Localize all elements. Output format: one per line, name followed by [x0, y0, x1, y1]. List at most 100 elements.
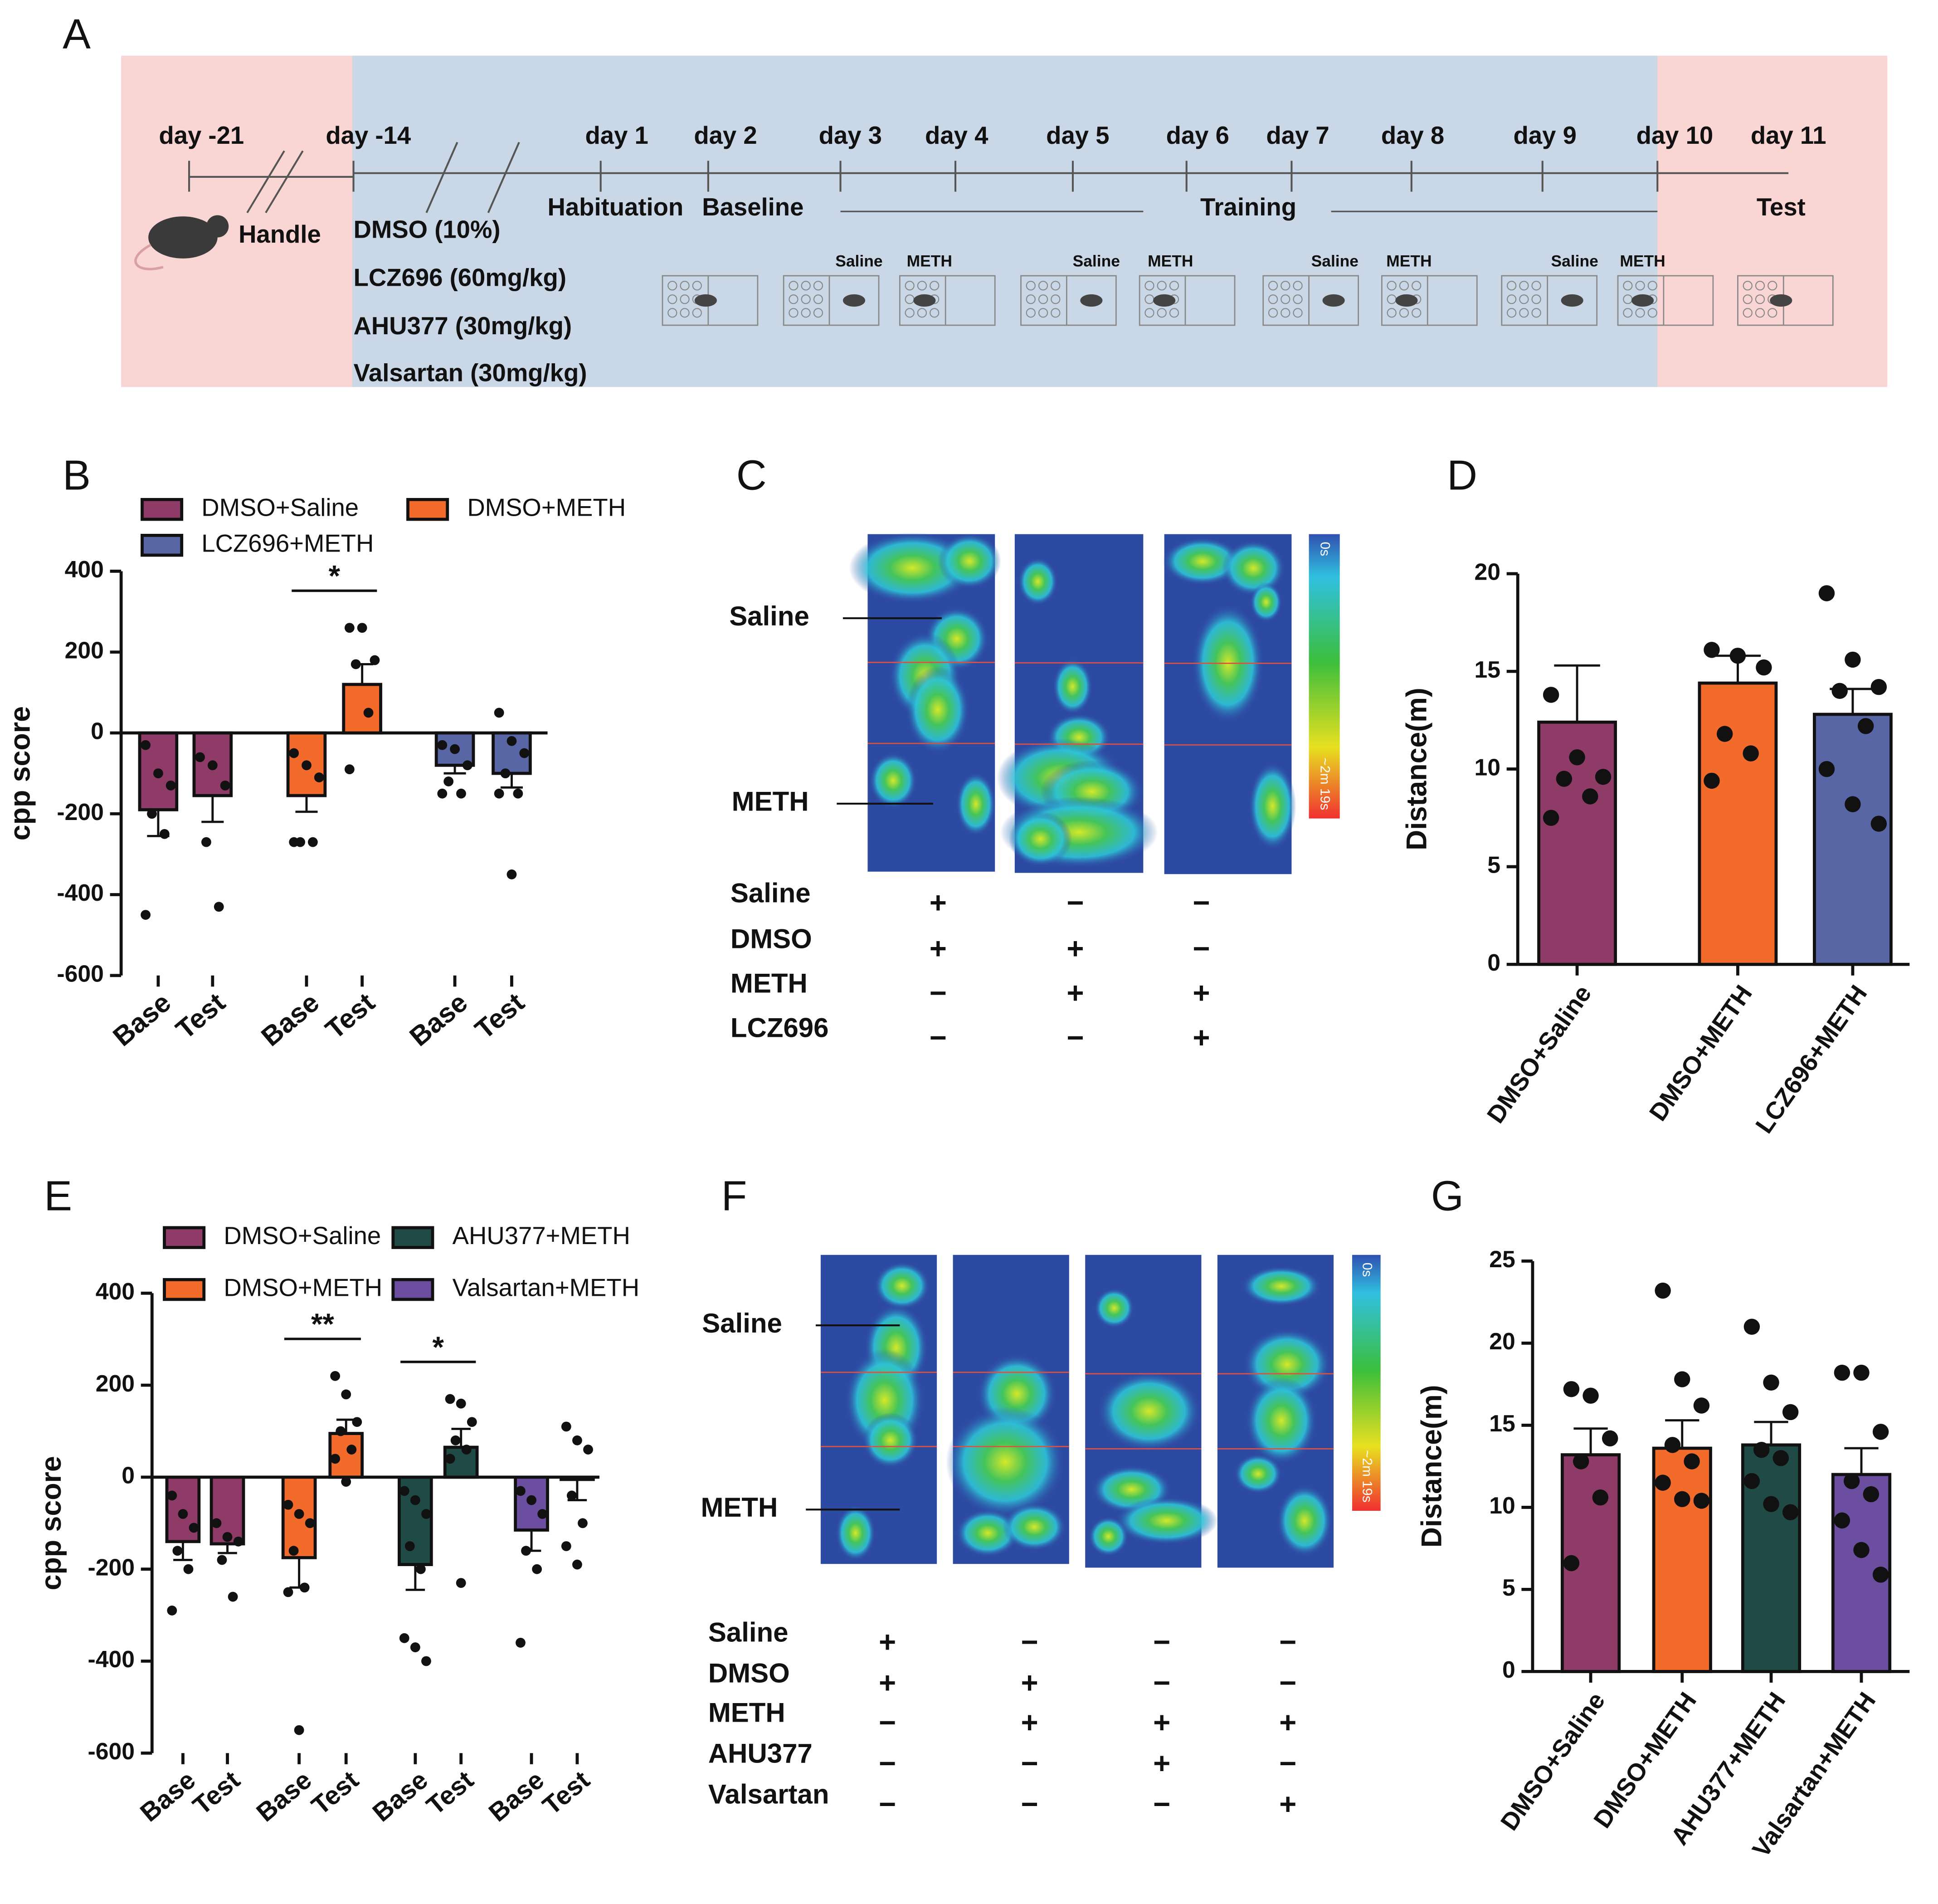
data-point	[294, 1509, 304, 1519]
data-point	[1674, 1371, 1690, 1387]
y-tick-label: -600	[88, 1738, 135, 1764]
panel-label: F	[721, 1172, 747, 1220]
phase-label: Test	[1757, 193, 1806, 221]
condition-sign: +	[1193, 976, 1210, 1010]
heat-blob	[946, 1406, 1065, 1518]
data-point	[500, 768, 511, 779]
condition-sign: −	[1153, 1626, 1170, 1659]
heat-blob	[1276, 1485, 1333, 1557]
mouse-icon	[694, 294, 717, 307]
condition-sign: +	[930, 932, 947, 965]
break-mark	[246, 150, 285, 214]
data-point	[166, 780, 176, 791]
cage-hole	[1623, 308, 1633, 318]
y-axis-label: cpp score	[35, 1456, 67, 1590]
heat-blob	[938, 533, 1001, 589]
cage-hole	[1026, 308, 1036, 318]
condition-sign: −	[1279, 1626, 1296, 1659]
data-point	[289, 837, 299, 847]
condition-name: METH	[708, 1698, 785, 1728]
data-point	[532, 1564, 542, 1574]
colorbar-label: 0s	[1359, 1263, 1374, 1277]
data-point	[467, 1417, 477, 1427]
handle-label: Handle	[239, 220, 321, 248]
data-point	[421, 1509, 431, 1519]
heat-blob	[1248, 762, 1296, 850]
data-point	[1756, 659, 1772, 676]
cage	[1262, 275, 1359, 326]
condition-sign: +	[879, 1626, 896, 1659]
bar	[342, 683, 382, 735]
y-tick-label: 5	[1487, 852, 1500, 878]
data-point	[450, 1435, 461, 1445]
cage-hole	[1519, 294, 1529, 304]
condition-sign: +	[879, 1666, 896, 1699]
cage-hole	[1169, 308, 1179, 318]
mouse-icon	[1322, 294, 1345, 307]
data-point	[519, 748, 530, 758]
data-point	[233, 1536, 243, 1547]
cage-hole	[1506, 281, 1517, 291]
y-tick-label: -400	[57, 879, 104, 906]
condition-sign: +	[1153, 1706, 1170, 1739]
data-point	[1573, 1453, 1589, 1469]
data-point	[344, 623, 355, 633]
cage-hole	[1531, 281, 1541, 291]
y-tick-label: -200	[88, 1554, 135, 1580]
y-tick-label: 400	[65, 556, 104, 582]
data-point	[1674, 1491, 1690, 1508]
data-point	[167, 1490, 177, 1501]
data-point	[1569, 749, 1585, 766]
x-tick-label: Test	[306, 1765, 364, 1821]
cage-hole	[1038, 308, 1048, 318]
data-point	[1782, 1504, 1799, 1520]
condition-sign: −	[930, 976, 947, 1010]
condition-name: LCZ696	[730, 1013, 829, 1043]
data-point	[526, 1495, 536, 1505]
data-point	[1704, 642, 1720, 658]
cage	[1501, 275, 1598, 326]
cage-hole	[917, 308, 927, 318]
cage-hole	[1387, 308, 1397, 318]
day-label: day 2	[694, 122, 757, 149]
cage-hole	[1755, 294, 1765, 304]
cage-hole	[1743, 308, 1753, 318]
cage-hole	[692, 281, 702, 291]
data-point	[341, 1389, 351, 1400]
cage-hole	[1281, 294, 1290, 304]
data-point	[288, 1546, 299, 1556]
data-point	[399, 1486, 409, 1496]
condition-sign: −	[879, 1787, 896, 1821]
cage-hole	[789, 294, 799, 304]
cage-hole	[1519, 308, 1529, 318]
condition-sign: −	[1021, 1787, 1038, 1821]
y-tick-label: 5	[1502, 1574, 1515, 1601]
data-point	[1863, 1486, 1880, 1503]
data-point	[516, 1638, 526, 1648]
data-point	[1834, 1364, 1850, 1381]
mouse-icon	[1080, 294, 1103, 307]
panel-label: B	[63, 452, 91, 499]
cage-hole	[789, 308, 799, 318]
cage-hole	[667, 281, 677, 291]
cage-hole	[1293, 308, 1303, 318]
data-point	[1857, 718, 1874, 734]
data-point	[314, 772, 324, 782]
day-label: day 8	[1381, 122, 1444, 149]
data-point	[1543, 687, 1559, 703]
condition-sign: −	[1066, 1021, 1084, 1054]
cage-hole	[1519, 281, 1529, 291]
day-label: day -21	[159, 122, 244, 149]
break-mark	[425, 142, 458, 213]
data-point	[561, 1541, 571, 1551]
x-tick-label: Test	[187, 1765, 245, 1821]
colorbar-label: 0s	[1318, 542, 1333, 557]
data-point	[404, 1541, 415, 1551]
data-point	[1563, 1555, 1580, 1572]
y-tick-label: 10	[1474, 754, 1500, 780]
legend-label: DMSO+Saline	[201, 494, 359, 522]
colorbar	[1352, 1255, 1381, 1511]
data-point	[189, 1523, 199, 1533]
cage-hole	[1268, 308, 1278, 318]
